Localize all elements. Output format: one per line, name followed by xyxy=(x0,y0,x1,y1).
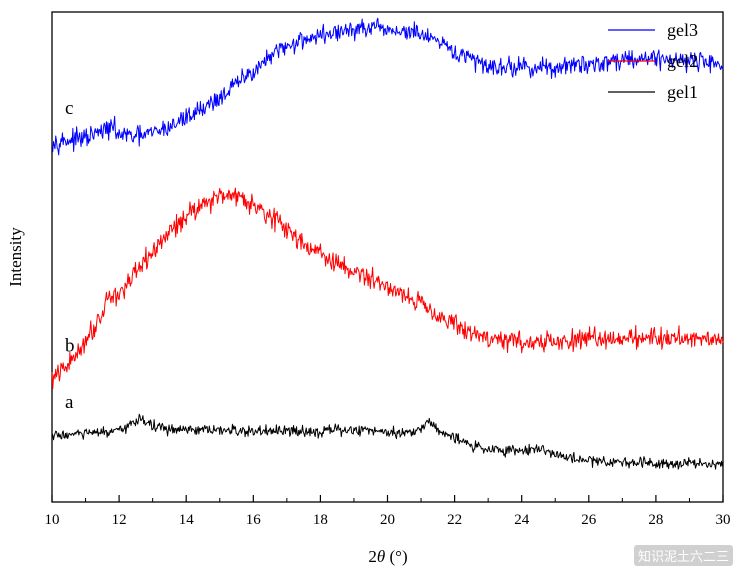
x-tick-label: 26 xyxy=(581,512,597,528)
watermark-logo: 知识泥土六二三 xyxy=(633,545,733,566)
legend-label-gel2: gel2 xyxy=(667,51,698,71)
curves xyxy=(51,17,724,470)
x-axis-title-symbol: θ xyxy=(377,547,385,566)
x-tick-label: 28 xyxy=(648,512,663,528)
curve-labels: c b a xyxy=(65,98,75,413)
series-line-gel2 xyxy=(51,187,724,390)
x-tick-label: 18 xyxy=(313,512,328,528)
x-tick-label: 12 xyxy=(112,512,127,528)
series-line-gel3 xyxy=(51,17,724,156)
curve-label-a: a xyxy=(65,392,74,413)
x-axis-ticks: 10 12 14 16 18 20 22 24 26 28 30 xyxy=(45,495,731,528)
x-axis-title-unit: (°) xyxy=(385,547,407,566)
x-tick-label: 22 xyxy=(447,512,462,528)
x-tick-label: 24 xyxy=(514,512,530,528)
x-tick-label: 14 xyxy=(179,512,195,528)
legend-label-gel1: gel1 xyxy=(667,82,698,102)
x-axis-title: 2θ (°) xyxy=(368,547,407,566)
x-axis-title-prefix: 2 xyxy=(368,547,377,566)
x-tick-label: 30 xyxy=(716,512,731,528)
legend: gel3 gel2 gel1 xyxy=(608,20,698,102)
x-tick-label: 16 xyxy=(246,512,262,528)
curve-label-b: b xyxy=(65,336,75,357)
series-line-gel1 xyxy=(51,413,724,470)
x-tick-label: 20 xyxy=(380,512,395,528)
curve-label-c: c xyxy=(65,98,73,119)
x-tick-label: 10 xyxy=(45,512,60,528)
y-axis-title: Intensity xyxy=(6,227,25,287)
legend-label-gel3: gel3 xyxy=(667,20,698,40)
